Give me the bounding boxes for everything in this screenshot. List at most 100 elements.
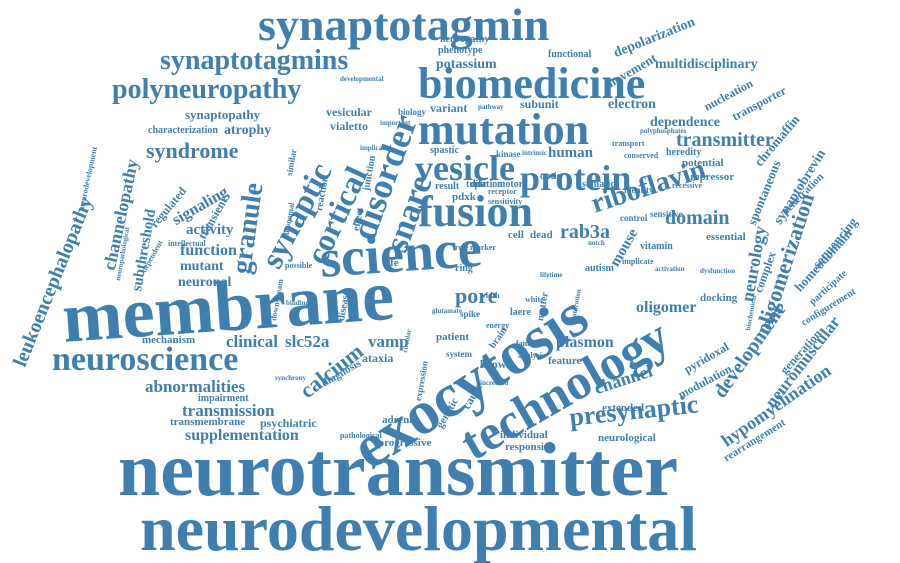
word-pore: pore xyxy=(455,283,498,308)
word-individual: individual xyxy=(500,429,548,441)
word-mutant: mutant xyxy=(180,259,224,274)
word-phenotype: phenotype xyxy=(438,45,483,56)
word-notch: notch xyxy=(588,239,605,247)
word-docking: docking xyxy=(700,292,738,304)
word-pdxk: pdxk xyxy=(452,191,476,203)
word-neuropathy: neuropathy xyxy=(440,34,490,45)
word-fusion: fusion xyxy=(418,187,533,236)
word-sensitivity: sensitivity xyxy=(488,197,523,206)
word-kinase: kinase xyxy=(496,149,521,159)
word-plasmon: plasmon xyxy=(556,334,614,351)
word-white: white xyxy=(525,295,544,304)
word-transport: transport xyxy=(612,139,645,148)
word-synaptopathy: synaptopathy xyxy=(185,107,261,122)
word-essential: essential xyxy=(706,231,746,243)
word-multidisciplinary: multidisciplinary xyxy=(655,57,758,72)
word-vesicular: vesicular xyxy=(326,105,372,119)
word-recessive: recessive xyxy=(672,181,703,190)
word-biomedicine: biomedicine xyxy=(418,59,646,108)
word-control: control xyxy=(620,213,648,223)
word-developmental: developmental xyxy=(340,75,384,83)
word-oligomer: oligomer xyxy=(636,299,697,316)
word-laere: laere xyxy=(510,307,531,318)
word-vialetto: vialetto xyxy=(330,119,368,133)
word-responsive: responsive xyxy=(505,441,555,453)
word-vitamin: vitamin xyxy=(640,241,673,252)
word-system: system xyxy=(446,349,472,359)
word-domain: domain xyxy=(665,207,730,229)
word-synaptotagmins: synaptotagmins xyxy=(160,45,349,76)
word-synchrony: synchrony xyxy=(275,374,306,382)
word-dependence: dependence xyxy=(650,115,720,130)
word-energy: energy xyxy=(486,321,510,330)
word-binding: binding xyxy=(286,299,309,307)
word-transmitter: transmitter xyxy=(676,129,774,151)
word-supplementation: supplementation xyxy=(185,427,299,444)
word-human: human xyxy=(548,145,594,161)
word-ring: ring xyxy=(455,263,473,274)
word-optic: optic xyxy=(540,171,562,182)
word-potential: potential xyxy=(682,157,724,169)
word-identity: identity xyxy=(624,185,654,195)
word-width: width xyxy=(480,291,500,300)
word-pathological: pathological xyxy=(340,431,382,440)
word-rab3a: rab3a xyxy=(560,221,610,243)
word-important: important xyxy=(380,119,411,127)
word-neurological: neurological xyxy=(598,432,656,444)
word-depolarization: depolarization xyxy=(611,14,698,61)
word-repressor: repressor xyxy=(690,171,735,183)
word-extended: extended xyxy=(602,402,645,414)
word-polyphosphates: polyphosphates xyxy=(640,127,687,135)
word-heredity: heredity xyxy=(666,147,702,158)
word-pathway: pathway xyxy=(478,103,504,111)
word-spastic: spastic xyxy=(430,145,459,156)
word-neuroscience: neuroscience xyxy=(52,341,239,378)
word-adrenal: adrenal xyxy=(382,414,418,426)
word-neurodevelopmental: neurodevelopmental xyxy=(140,493,698,563)
word-familial: familial xyxy=(516,339,543,348)
word-receptor: receptor xyxy=(488,187,517,196)
word-transmembrane: transmembrane xyxy=(170,416,246,428)
word-dead: dead xyxy=(530,229,553,241)
word-vesicle: vesicle xyxy=(415,148,515,188)
word-analysis: analysis xyxy=(518,351,546,360)
word-protein: protein xyxy=(520,158,632,198)
word-activity: activity xyxy=(186,222,234,238)
word-implicated: implicated xyxy=(360,144,392,152)
word-spike: spike xyxy=(460,309,481,319)
word-slc52a: slc52a xyxy=(285,332,330,351)
word-polyneuropathy: polyneuropathy xyxy=(112,74,302,105)
word-feature: feature xyxy=(548,355,582,367)
word-activation: activation xyxy=(655,265,685,273)
word-ataxia: ataxia xyxy=(362,351,394,365)
word-abnormalities: abnormalities xyxy=(145,377,246,396)
word-neuronal: neuronal xyxy=(178,275,232,290)
word-result: result xyxy=(435,181,460,192)
word-impairment: impairment xyxy=(198,393,249,404)
word-function: function xyxy=(180,242,237,259)
word-motor: motor xyxy=(497,179,524,190)
word-autism: autism xyxy=(585,263,614,274)
word-increased: increased xyxy=(480,379,509,387)
word-subunit: subunit xyxy=(520,97,559,111)
word-biology: biology xyxy=(398,107,427,117)
word-atrophy: atrophy xyxy=(224,123,272,138)
word-syndrome: syndrome xyxy=(146,138,239,163)
word-mechanism: mechanism xyxy=(142,334,196,346)
word-topic: topic xyxy=(466,179,488,190)
word-dysfunction: dysfunction xyxy=(700,267,736,275)
word-cell: cell xyxy=(508,229,524,241)
word-brown: brown xyxy=(480,357,514,371)
word-synaptotagmin: synaptotagmin xyxy=(258,0,550,50)
word-possible: possible xyxy=(285,261,313,270)
word-neurotransmitter: neurotransmitter xyxy=(118,428,679,512)
word-lifetime: lifetime xyxy=(540,271,563,279)
word-vamp: vamp xyxy=(368,332,409,351)
word-clinical: clinical xyxy=(226,332,278,351)
word-dilation: dilation xyxy=(470,179,503,190)
word-variant: variant xyxy=(430,101,468,115)
word-conserved: conserved xyxy=(624,151,659,160)
word-progressive: progressive xyxy=(378,437,432,449)
word-electron: electron xyxy=(608,97,656,112)
